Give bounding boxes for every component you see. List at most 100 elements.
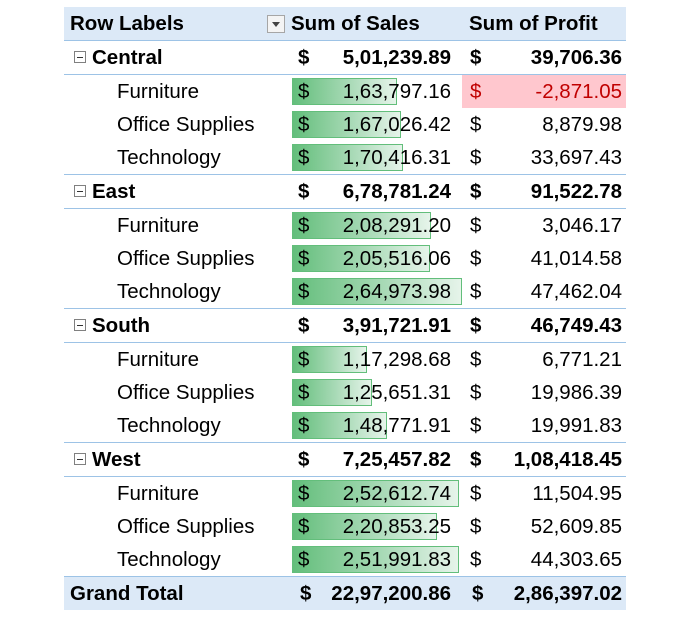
item-row[interactable]: Office Supplies $ 1,67,026.42 $ 8,879.98 [64,108,626,141]
profit-cell[interactable]: $ 8,879.98 [462,108,626,141]
sales-value: 2,64,973.98 [342,280,451,303]
region-label: South [92,314,151,337]
profit-value: 46,749.43 [530,314,622,337]
region-row-east[interactable]: East $ 6,78,781.24 $ 91,522.78 [64,175,626,209]
data-bar [292,144,403,171]
region-label: East [92,180,136,203]
item-row[interactable]: Office Supplies $ 2,20,853.25 $ 52,609.8… [64,510,626,543]
profit-cell[interactable]: $ 6,771.21 [462,343,626,376]
profit-cell[interactable]: $ 2,86,397.02 [462,577,626,610]
item-row[interactable]: Furniture $ 1,17,298.68 $ 6,771.21 [64,343,626,376]
sales-cell[interactable]: $ 22,97,200.86 [290,577,455,610]
collapse-icon[interactable] [74,51,86,63]
item-label: Furniture [117,348,200,371]
sales-cell[interactable]: $ 1,25,651.31 [290,376,455,409]
sales-cell[interactable]: $ 1,70,416.31 [290,141,455,174]
sum-of-profit-header[interactable]: Sum of Profit [469,12,598,35]
currency-symbol: $ [298,146,310,169]
currency-symbol: $ [470,113,482,136]
data-bar [292,278,462,305]
profit-cell[interactable]: $ 1,08,418.45 [462,443,626,476]
collapse-icon[interactable] [74,185,86,197]
profit-cell-negative[interactable]: $ -2,871.05 [462,75,626,108]
sales-cell[interactable]: $ 2,20,853.25 [290,510,455,543]
sales-cell[interactable]: $ 7,25,457.82 [290,443,455,476]
filter-dropdown-icon[interactable] [267,15,285,33]
currency-symbol: $ [298,214,310,237]
currency-symbol: $ [298,247,310,270]
item-label: Technology [117,280,221,303]
profit-value: -2,871.05 [535,80,622,103]
region-row-west[interactable]: West $ 7,25,457.82 $ 1,08,418.45 [64,443,626,477]
collapse-icon[interactable] [74,453,86,465]
currency-symbol: $ [298,280,310,303]
currency-symbol: $ [298,80,310,103]
sales-cell[interactable]: $ 1,48,771.91 [290,409,455,442]
sales-cell[interactable]: $ 2,05,516.06 [290,242,455,275]
sales-cell[interactable]: $ 1,63,797.16 [290,75,455,108]
sales-cell[interactable]: $ 1,17,298.68 [290,343,455,376]
item-row[interactable]: Furniture $ 1,63,797.16 $ -2,871.05 [64,75,626,108]
profit-cell[interactable]: $ 47,462.04 [462,275,626,308]
profit-cell[interactable]: $ 11,504.95 [462,477,626,510]
profit-value: 52,609.85 [530,515,622,538]
item-row[interactable]: Technology $ 2,64,973.98 $ 47,462.04 [64,275,626,309]
currency-symbol: $ [470,214,482,237]
profit-value: 91,522.78 [530,180,622,203]
sales-cell[interactable]: $ 2,51,991.83 [290,543,459,576]
profit-cell[interactable]: $ 52,609.85 [462,510,626,543]
row-labels-header[interactable]: Row Labels [70,12,184,35]
item-label: Technology [117,414,221,437]
profit-cell[interactable]: $ 33,697.43 [462,141,626,174]
currency-symbol: $ [298,548,310,571]
item-row[interactable]: Office Supplies $ 2,05,516.06 $ 41,014.5… [64,242,626,275]
profit-value: 19,991.83 [530,414,622,437]
data-bar [292,546,459,573]
profit-cell[interactable]: $ 19,991.83 [462,409,626,442]
item-row[interactable]: Technology $ 1,70,416.31 $ 33,697.43 [64,141,626,175]
item-label: Furniture [117,482,200,505]
profit-cell[interactable]: $ 44,303.65 [462,543,626,576]
profit-value: 8,879.98 [542,113,622,136]
sum-of-sales-header[interactable]: Sum of Sales [291,12,420,35]
data-bar [292,346,367,373]
sales-cell[interactable]: $ 2,52,612.74 [290,477,459,510]
currency-symbol: $ [470,180,482,203]
item-label: Office Supplies [117,381,255,404]
sales-cell[interactable]: $ 1,67,026.42 [290,108,455,141]
sales-cell[interactable]: $ 5,01,239.89 [290,41,455,74]
profit-cell[interactable]: $ 39,706.36 [462,41,626,74]
item-row[interactable]: Technology $ 2,51,991.83 $ 44,303.65 [64,543,626,576]
sales-value: 1,67,026.42 [342,113,451,136]
sales-value: 7,25,457.82 [342,448,451,471]
item-label: Office Supplies [117,515,255,538]
profit-cell[interactable]: $ 41,014.58 [462,242,626,275]
item-row[interactable]: Furniture $ 2,08,291.20 $ 3,046.17 [64,209,626,242]
item-row[interactable]: Office Supplies $ 1,25,651.31 $ 19,986.3… [64,376,626,409]
sales-value: 2,08,291.20 [342,214,451,237]
profit-cell[interactable]: $ 91,522.78 [462,175,626,208]
profit-value: 33,697.43 [530,146,622,169]
sales-cell[interactable]: $ 2,64,973.98 [290,275,462,308]
region-row-central[interactable]: Central $ 5,01,239.89 $ 39,706.36 [64,41,626,75]
collapse-icon[interactable] [74,319,86,331]
currency-symbol: $ [470,381,482,404]
currency-symbol: $ [298,515,310,538]
sales-cell[interactable]: $ 3,91,721.91 [290,309,455,342]
grand-total-row[interactable]: Grand Total $ 22,97,200.86 $ 2,86,397.02 [64,576,626,610]
item-row[interactable]: Furniture $ 2,52,612.74 $ 11,504.95 [64,477,626,510]
profit-cell[interactable]: $ 46,749.43 [462,309,626,342]
profit-cell[interactable]: $ 19,986.39 [462,376,626,409]
profit-cell[interactable]: $ 3,046.17 [462,209,626,242]
currency-symbol: $ [470,548,482,571]
pivot-header-row: Row Labels Sum of Sales Sum of Profit [64,7,626,41]
region-row-south[interactable]: South $ 3,91,721.91 $ 46,749.43 [64,309,626,343]
currency-symbol: $ [470,515,482,538]
sales-cell[interactable]: $ 6,78,781.24 [290,175,455,208]
currency-symbol: $ [470,348,482,371]
currency-symbol: $ [298,381,310,404]
currency-symbol: $ [298,414,310,437]
data-bar [292,513,437,540]
item-row[interactable]: Technology $ 1,48,771.91 $ 19,991.83 [64,409,626,443]
sales-cell[interactable]: $ 2,08,291.20 [290,209,455,242]
